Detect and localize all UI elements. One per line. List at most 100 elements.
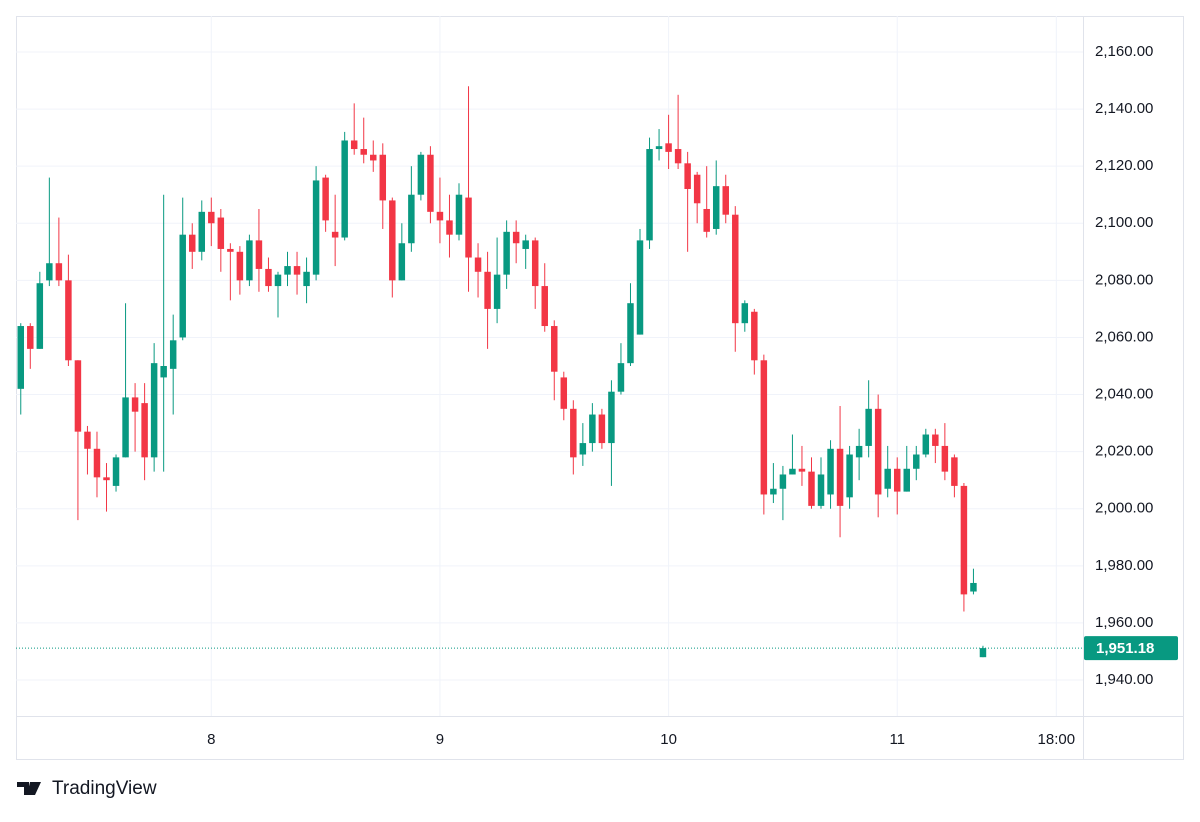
candle-body (531, 240, 539, 287)
candle-body (779, 474, 787, 489)
candle-body (874, 408, 882, 495)
x-tick-label: 18:00 (1038, 731, 1076, 748)
candle-body (732, 214, 739, 324)
candle-body (331, 231, 339, 238)
y-tick-label: 1,940.00 (1095, 671, 1153, 688)
candle-body (265, 268, 272, 287)
candle-body (484, 271, 491, 309)
y-tick-label: 2,160.00 (1095, 43, 1153, 60)
last-price-badge (1084, 636, 1178, 661)
candle-body (255, 240, 263, 269)
y-tick-label: 2,120.00 (1095, 157, 1153, 174)
candle-body (712, 186, 720, 229)
candle-body (84, 431, 91, 449)
candle-body (570, 408, 577, 458)
candle-body (465, 197, 472, 258)
candle-body (684, 163, 691, 190)
candle-body (370, 154, 377, 161)
candle-body (55, 263, 63, 281)
candle-body (893, 468, 901, 492)
candle-body (122, 397, 129, 458)
y-tick-label: 2,140.00 (1095, 100, 1153, 117)
candle-body (617, 363, 625, 392)
candle-body (503, 231, 510, 275)
candle-body (903, 468, 910, 492)
y-tick-label: 2,060.00 (1095, 328, 1153, 345)
candle-body (665, 143, 672, 152)
candle-body (512, 231, 520, 244)
candle-body (46, 263, 53, 281)
candle-body (150, 363, 158, 458)
y-tick-label: 2,040.00 (1095, 386, 1153, 403)
candle-body (817, 474, 825, 506)
candle-body (979, 648, 987, 658)
candle-body (865, 408, 872, 446)
candle-body (541, 286, 548, 327)
candle-body (398, 243, 406, 281)
candle-body (798, 468, 806, 472)
candle-body (674, 149, 682, 164)
candle-body (322, 177, 329, 221)
x-tick-label: 8 (207, 731, 215, 748)
candle-body (560, 377, 568, 409)
candle-body (103, 477, 110, 481)
candle-body (751, 311, 758, 361)
candle-body (293, 266, 301, 275)
candle-body (627, 303, 634, 364)
candle-body (741, 303, 749, 324)
candle-body (941, 445, 949, 472)
candle-body (884, 468, 891, 489)
candle-body (474, 257, 482, 272)
logo: TradingView (17, 778, 157, 799)
candle-body (408, 194, 415, 244)
candle-body (208, 211, 215, 224)
candle-body (17, 326, 25, 389)
candle-body (131, 397, 139, 412)
x-tick-label: 10 (660, 731, 677, 748)
candle-body (846, 454, 853, 498)
candle-body (236, 251, 244, 281)
candle-body (827, 448, 834, 495)
grid (16, 16, 1083, 716)
candle-body (65, 280, 72, 361)
candle-body (427, 154, 434, 212)
candle-body (836, 448, 844, 506)
last-price-label: 1,951.18 (1096, 640, 1154, 657)
candle-body (551, 326, 558, 372)
candle-body (960, 485, 968, 595)
chart-frame (16, 16, 1184, 760)
candle-body (360, 149, 367, 155)
candle-body (217, 217, 225, 249)
candle-body (598, 414, 606, 444)
x-tick-label: 9 (436, 731, 444, 748)
candle-body (74, 360, 82, 432)
candle-body (417, 154, 425, 195)
candle-body (112, 457, 120, 486)
candle-body (198, 211, 206, 252)
candle-body (951, 457, 958, 486)
candle-body (808, 471, 815, 506)
candle-body (913, 454, 920, 469)
candle-body (722, 186, 729, 215)
candle-body (608, 391, 615, 444)
candle-body (179, 234, 186, 338)
candle-body (855, 445, 863, 458)
candle-body (189, 234, 196, 252)
candle-body (341, 140, 348, 238)
candle-body (589, 414, 596, 444)
candle-body (227, 248, 234, 252)
candle-body (760, 360, 768, 495)
candle-body (160, 366, 167, 378)
candle-body (922, 434, 930, 455)
candle-body (493, 274, 501, 309)
candle-body (379, 154, 387, 201)
candle-body (389, 200, 396, 281)
y-tick-label: 2,080.00 (1095, 271, 1153, 288)
candle-body (169, 340, 177, 369)
brand-name: TradingView (52, 778, 157, 799)
candle-body (312, 180, 320, 275)
candle-body (693, 174, 701, 204)
candle-body (36, 283, 44, 349)
